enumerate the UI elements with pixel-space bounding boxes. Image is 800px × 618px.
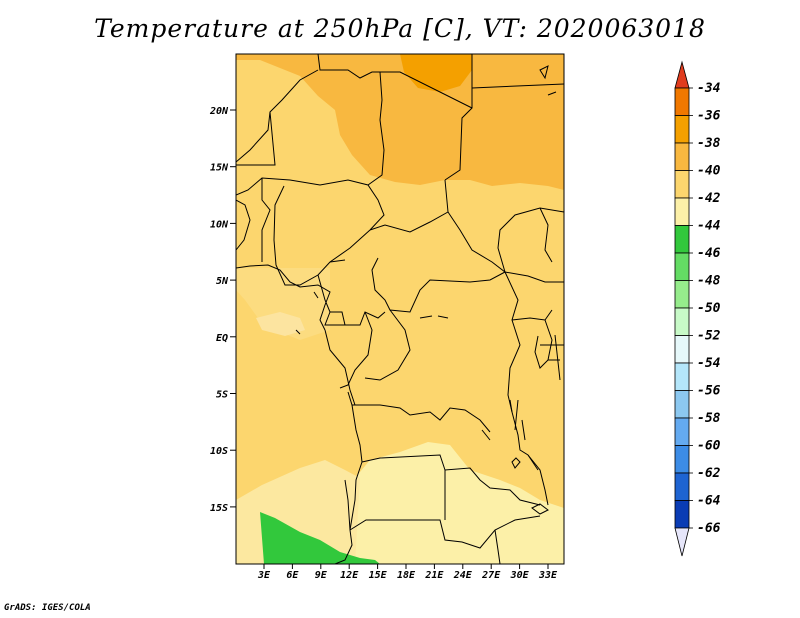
lon-tick-label: 9E (315, 570, 328, 581)
colorbar-swatch (674, 390, 690, 419)
lat-tick-label: 5N (216, 276, 229, 287)
lat-tick-label: EQ (216, 333, 228, 344)
colorbar-label: -40 (697, 164, 721, 179)
map-frame (235, 53, 565, 565)
colorbar-top-arrow (674, 60, 690, 89)
lon-tick-label: 33E (538, 570, 558, 581)
colorbar-label: -44 (697, 219, 721, 234)
latitude-axis: 20N 15N 10N 5N EQ 5S 10S 15S (209, 106, 236, 514)
colorbar-swatch (674, 335, 690, 364)
colorbar-swatch (674, 170, 690, 199)
temperature-field (236, 54, 564, 564)
colorbar-label: -46 (697, 246, 721, 261)
lon-tick-label: 27E (481, 570, 501, 581)
colorbar-label: -56 (697, 384, 721, 399)
colorbar-legend: -34 -36 -38 -40 -42 -44 -46 -48 -50 -52 -54 -56 -58 -… (674, 60, 721, 557)
colorbar-label: -52 (697, 329, 721, 344)
colorbar-label: -50 (697, 301, 721, 316)
lat-tick-label: 15S (210, 503, 228, 514)
colorbar-label: -36 (697, 109, 721, 124)
lon-tick-label: 12E (340, 570, 359, 581)
map-title: Temperature at 250hPa [C], VT: 202006301… (94, 14, 706, 43)
lat-tick-label: 15N (210, 163, 229, 174)
colorbar-label: -34 (697, 81, 721, 96)
colorbar-swatch (674, 142, 690, 171)
colorbar-swatch (674, 500, 690, 529)
lon-tick-label: 15E (369, 570, 388, 581)
country-borders (236, 54, 564, 564)
colorbar-swatch (674, 307, 690, 336)
colorbar-swatch (674, 197, 690, 226)
lat-tick-label: 10N (210, 219, 229, 230)
lon-tick-label: 6E (286, 570, 299, 581)
colorbar-label: -38 (697, 136, 721, 151)
lon-tick-label: 24E (453, 570, 473, 581)
colorbar-label: -66 (697, 521, 721, 536)
lat-tick-label: 20N (209, 106, 229, 117)
lat-tick-label: 10S (210, 446, 228, 457)
colorbar-swatch (674, 115, 690, 144)
longitude-axis: 3E 6E 9E 12E 15E 18E 21E 24E 27E 30E 33E (257, 564, 558, 581)
colorbar-label: -54 (697, 356, 721, 371)
colorbar-bottom-arrow (674, 527, 690, 557)
colorbar-swatch (674, 472, 690, 501)
grads-credit: GrADS: IGES/COLA (4, 603, 91, 613)
colorbar-swatch (674, 362, 690, 391)
lat-tick-label: 5S (216, 390, 228, 401)
lon-tick-label: 21E (424, 570, 444, 581)
lon-tick-label: 18E (397, 570, 416, 581)
colorbar-swatch (674, 252, 690, 281)
colorbar-label: -48 (697, 274, 721, 289)
colorbar-swatch (674, 87, 690, 116)
colorbar-label: -60 (697, 439, 721, 454)
colorbar-swatch (674, 445, 690, 474)
colorbar-swatch (674, 280, 690, 309)
colorbar-label: -62 (697, 466, 721, 481)
lon-tick-label: 30E (510, 570, 530, 581)
colorbar-swatch (674, 417, 690, 446)
colorbar-swatch (674, 225, 690, 254)
lon-tick-label: 3E (257, 570, 271, 581)
colorbar-label: -64 (697, 494, 721, 509)
colorbar-label: -58 (697, 411, 721, 426)
colorbar-label: -42 (697, 191, 721, 206)
